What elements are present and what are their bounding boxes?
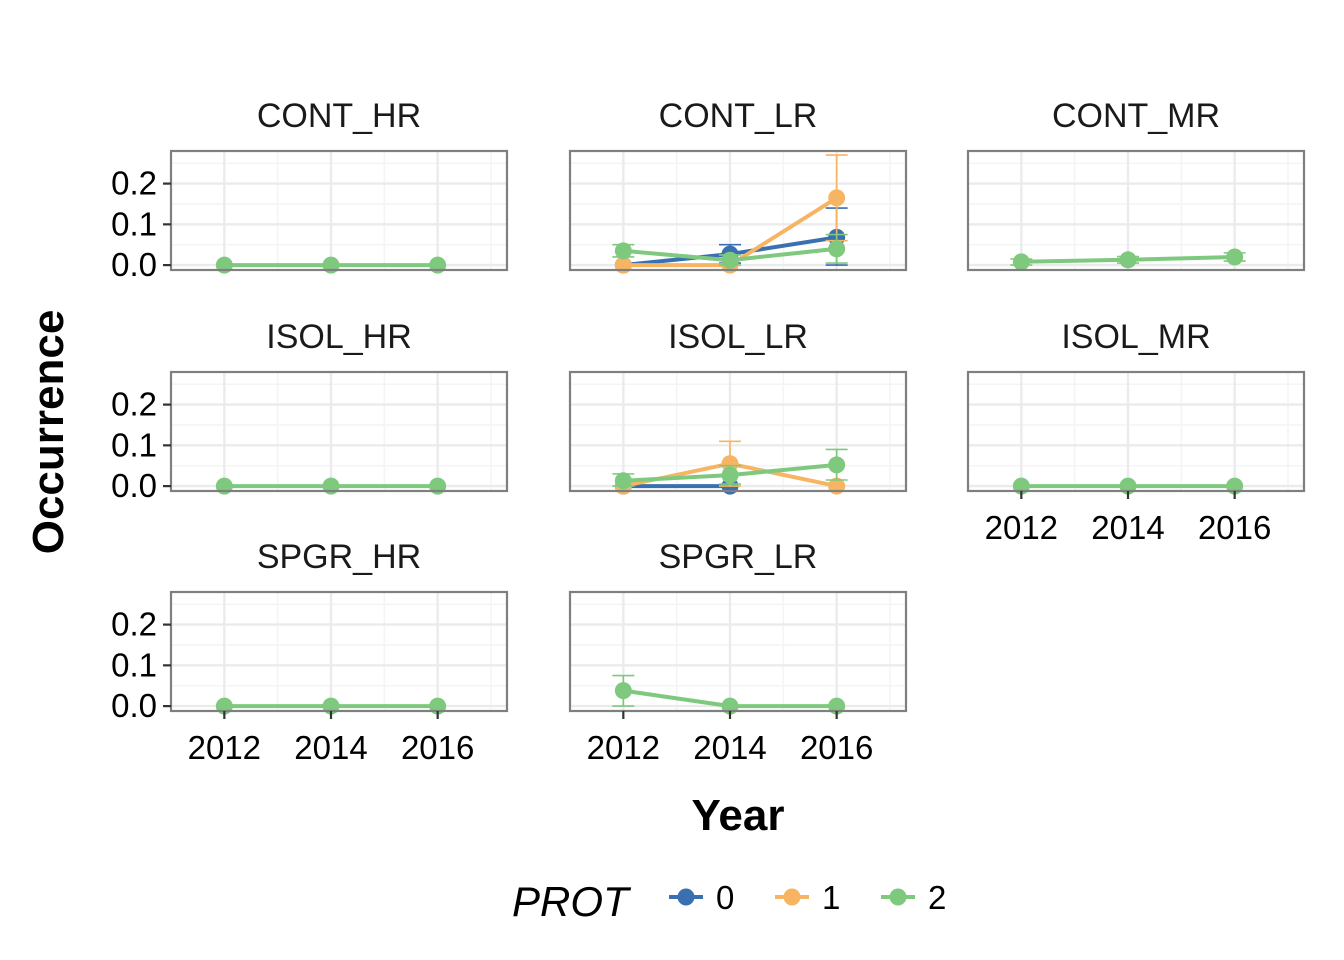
panel-isol-hr: ISOL_HR 0.0 0.10.2 bbox=[111, 318, 509, 504]
x-tick-label: 2016 bbox=[800, 729, 873, 766]
data-point bbox=[614, 242, 632, 260]
panel-isol-mr: ISOL_MR 2012 2014 2016 bbox=[966, 318, 1306, 546]
data-point bbox=[1119, 251, 1137, 269]
facet-label: SPGR_HR bbox=[257, 538, 421, 576]
panel-cont-hr: CONT_HR 0.0 0.10.2 bbox=[111, 97, 509, 283]
y-tick-label: 0.2 bbox=[111, 606, 157, 643]
legend-title: PROT bbox=[512, 878, 632, 925]
panel-border bbox=[169, 149, 509, 272]
legend-key-1: 1 bbox=[775, 879, 840, 916]
data-point bbox=[828, 456, 846, 474]
legend-key-2: 2 bbox=[881, 879, 946, 916]
x-tick-label: 2012 bbox=[985, 509, 1058, 546]
legend-label: 2 bbox=[928, 879, 946, 916]
data-point bbox=[614, 472, 632, 490]
legend-point bbox=[889, 888, 907, 906]
data-point bbox=[828, 240, 846, 258]
y-tick-label: 0.0 bbox=[111, 246, 157, 283]
y-axis-title: Occurrence bbox=[24, 310, 73, 555]
y-tick-label: 0.0 bbox=[111, 687, 157, 724]
x-tick-label: 2012 bbox=[188, 729, 261, 766]
x-tick-label: 2014 bbox=[294, 729, 367, 766]
panel-background bbox=[171, 372, 507, 491]
panel-border bbox=[169, 370, 509, 493]
x-tick-label: 2014 bbox=[1091, 509, 1164, 546]
x-tick-label: 2016 bbox=[1198, 509, 1271, 546]
facet-label: ISOL_LR bbox=[668, 318, 808, 356]
data-point bbox=[1226, 248, 1244, 266]
panel-spgr-lr: SPGR_LR 2012 2014 2016 bbox=[568, 538, 908, 766]
x-tick-label: 2012 bbox=[587, 729, 660, 766]
panel-border bbox=[169, 590, 509, 713]
legend-key-0: 0 bbox=[669, 879, 734, 916]
legend-label: 1 bbox=[822, 879, 840, 916]
panel-isol-lr: ISOL_LR bbox=[568, 318, 908, 495]
panel-cont-mr: CONT_MR bbox=[966, 97, 1306, 272]
legend: PROT 0 1 2 bbox=[512, 878, 946, 925]
facet-label: CONT_LR bbox=[659, 97, 818, 135]
data-point bbox=[614, 682, 632, 700]
x-tick-label: 2016 bbox=[401, 729, 474, 766]
facet-label: ISOL_MR bbox=[1061, 318, 1210, 356]
panel-background bbox=[968, 372, 1304, 491]
x-tick-label: 2014 bbox=[693, 729, 766, 766]
series-2 bbox=[612, 448, 848, 490]
panel-background bbox=[171, 151, 507, 270]
x-axis-title: Year bbox=[692, 791, 785, 840]
data-point bbox=[1012, 253, 1030, 271]
legend-label: 0 bbox=[716, 879, 734, 916]
legend-keys: 0 1 2 bbox=[669, 879, 946, 916]
y-tick-label: 0.1 bbox=[111, 205, 157, 242]
panel-cont-lr: CONT_LR bbox=[568, 97, 908, 274]
data-point bbox=[721, 466, 739, 484]
panel-background bbox=[968, 151, 1304, 270]
y-tick-label: 0.2 bbox=[111, 386, 157, 423]
panel-background bbox=[171, 592, 507, 711]
panel-background bbox=[570, 372, 906, 491]
facet-label: CONT_MR bbox=[1052, 97, 1220, 135]
facet-label: CONT_HR bbox=[257, 97, 421, 135]
data-point bbox=[721, 251, 739, 269]
panel-border bbox=[966, 370, 1306, 493]
panel-border bbox=[966, 149, 1306, 272]
panel-border bbox=[568, 149, 908, 272]
panel-border bbox=[568, 370, 908, 493]
y-tick-label: 0.2 bbox=[111, 165, 157, 202]
series-2 bbox=[1010, 248, 1246, 271]
y-tick-label: 0.1 bbox=[111, 646, 157, 683]
y-tick-label: 0.0 bbox=[111, 467, 157, 504]
facet-label: ISOL_HR bbox=[266, 318, 412, 356]
panel-spgr-hr: SPGR_HR 0.0 0.10.2 2012 2014 2016 bbox=[111, 538, 509, 766]
data-point bbox=[828, 189, 846, 207]
series-2 bbox=[612, 233, 848, 269]
legend-point bbox=[783, 888, 801, 906]
y-tick-label: 0.1 bbox=[111, 426, 157, 463]
legend-point bbox=[677, 888, 695, 906]
panel-border bbox=[568, 590, 908, 713]
facet-label: SPGR_LR bbox=[659, 538, 818, 576]
